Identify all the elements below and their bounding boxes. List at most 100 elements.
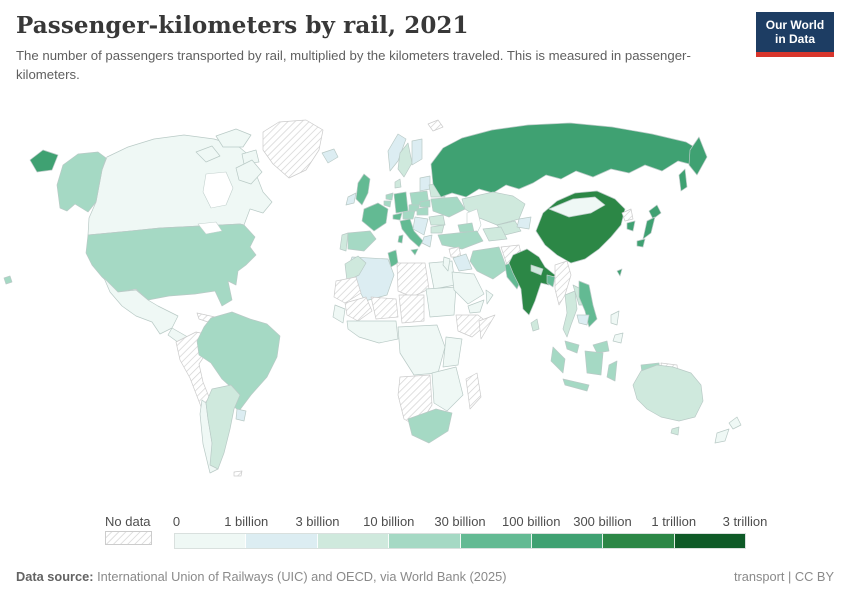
country-somalia[interactable] <box>478 314 496 340</box>
country-russia-chukotka[interactable] <box>29 149 59 173</box>
country-argentina[interactable] <box>205 384 241 470</box>
country-turkmenistan[interactable] <box>482 226 508 242</box>
country-caucasus[interactable] <box>457 222 475 233</box>
country-romania[interactable] <box>428 214 446 226</box>
country-south-korea[interactable] <box>626 220 636 232</box>
country-libya[interactable] <box>396 262 430 298</box>
country-yemen[interactable] <box>467 299 485 314</box>
country-south-africa[interactable] <box>407 408 453 444</box>
country-indonesia-borneo[interactable] <box>584 350 604 376</box>
country-india[interactable] <box>508 248 556 316</box>
country-syria[interactable] <box>448 246 462 258</box>
legend-bin-3[interactable] <box>389 534 461 548</box>
country-philippines-luzon[interactable] <box>610 310 620 326</box>
country-usa-alaska[interactable] <box>56 151 107 213</box>
country-baltics[interactable] <box>419 175 431 192</box>
country-new-zealand-north[interactable] <box>728 416 742 430</box>
legend-bin-4[interactable] <box>460 534 532 548</box>
country-malaysia[interactable] <box>564 340 580 354</box>
country-thailand[interactable] <box>562 290 578 338</box>
country-vietnam[interactable] <box>578 280 598 328</box>
country-morocco[interactable] <box>344 255 367 282</box>
country-finland[interactable] <box>411 138 423 166</box>
legend-no-data-swatch[interactable] <box>105 531 152 545</box>
legend-bin-5[interactable] <box>531 534 604 548</box>
country-uk[interactable] <box>355 173 371 206</box>
country-canada-baffin[interactable] <box>235 159 263 185</box>
country-sudan[interactable] <box>425 286 457 318</box>
country-oman[interactable] <box>485 289 494 305</box>
country-iran[interactable] <box>469 246 508 280</box>
country-ireland[interactable] <box>345 192 357 206</box>
country-cambodia[interactable] <box>576 314 590 326</box>
country-turkey[interactable] <box>437 230 484 250</box>
country-bulgaria[interactable] <box>430 224 445 234</box>
country-mali[interactable] <box>344 296 373 322</box>
country-west-africa[interactable] <box>346 320 399 344</box>
country-iceland[interactable] <box>321 148 339 164</box>
country-mauritania[interactable] <box>333 276 362 304</box>
country-svalbard[interactable] <box>427 119 444 132</box>
country-mexico[interactable] <box>103 277 179 335</box>
country-sri-lanka[interactable] <box>530 318 540 332</box>
country-russia[interactable] <box>430 122 707 198</box>
legend-bin-1[interactable] <box>246 534 318 548</box>
country-denmark[interactable] <box>394 178 402 189</box>
world-map[interactable] <box>0 112 850 504</box>
license-text[interactable]: transport | CC BY <box>733 569 834 584</box>
country-netherlands[interactable] <box>385 192 394 201</box>
country-egypt[interactable] <box>428 260 456 290</box>
country-drc[interactable] <box>397 324 446 376</box>
country-nepal[interactable] <box>530 264 544 276</box>
country-russia-kamchatka[interactable] <box>688 136 708 176</box>
country-zambia-mozambique[interactable] <box>431 366 464 412</box>
country-niger[interactable] <box>370 296 399 320</box>
country-philippines-mindanao[interactable] <box>612 332 624 344</box>
country-mongolia[interactable] <box>548 196 606 218</box>
country-new-zealand-south[interactable] <box>714 428 730 444</box>
country-iraq[interactable] <box>452 253 473 272</box>
country-austria[interactable] <box>402 209 416 220</box>
country-canada-arctic2[interactable] <box>195 145 221 163</box>
country-canada-arctic1[interactable] <box>215 128 252 148</box>
country-indonesia-sumatra[interactable] <box>550 346 566 374</box>
country-canada[interactable] <box>87 134 273 236</box>
country-switzerland[interactable] <box>392 212 403 221</box>
legend-bin-2[interactable] <box>317 534 390 548</box>
country-greece[interactable] <box>421 234 433 248</box>
country-usa-hawaii[interactable] <box>3 275 13 285</box>
country-falklands[interactable] <box>233 470 243 477</box>
country-indonesia-java[interactable] <box>562 378 590 392</box>
country-belgium[interactable] <box>383 200 392 208</box>
country-portugal[interactable] <box>339 232 349 252</box>
country-australia[interactable] <box>632 364 704 422</box>
country-madagascar[interactable] <box>465 372 482 410</box>
country-italy-sardinia[interactable] <box>397 234 404 244</box>
country-spain[interactable] <box>347 230 377 252</box>
country-australia-tasmania[interactable] <box>670 426 680 436</box>
country-balkans[interactable] <box>412 216 429 236</box>
country-italy[interactable] <box>399 218 424 248</box>
country-france[interactable] <box>361 202 389 232</box>
country-indonesia-sulawesi[interactable] <box>606 360 618 382</box>
country-italy-sicily[interactable] <box>410 248 419 256</box>
country-germany[interactable] <box>393 191 409 214</box>
country-taiwan[interactable] <box>616 268 623 277</box>
country-canada-arctic3[interactable] <box>241 149 260 165</box>
country-senegal[interactable] <box>332 304 346 324</box>
country-russia-sakhalin[interactable] <box>678 168 688 192</box>
legend-bin-7[interactable] <box>674 534 745 548</box>
country-slovakia[interactable] <box>419 199 431 208</box>
country-japan-kyushu[interactable] <box>636 238 646 248</box>
country-kyrgyzstan[interactable] <box>516 216 532 230</box>
country-israel-jordan[interactable] <box>442 256 451 272</box>
country-north-korea[interactable] <box>621 208 634 222</box>
country-hungary[interactable] <box>416 206 429 216</box>
country-bangladesh[interactable] <box>546 274 556 288</box>
owid-logo[interactable]: Our World in Data <box>756 12 834 57</box>
country-greenland[interactable] <box>262 119 324 179</box>
country-kenya-tanzania[interactable] <box>442 336 463 368</box>
country-malaysia-borneo[interactable] <box>592 340 610 354</box>
country-saudi-arabia[interactable] <box>451 271 485 305</box>
data-source-text[interactable]: International Union of Railways (UIC) an… <box>97 569 507 584</box>
